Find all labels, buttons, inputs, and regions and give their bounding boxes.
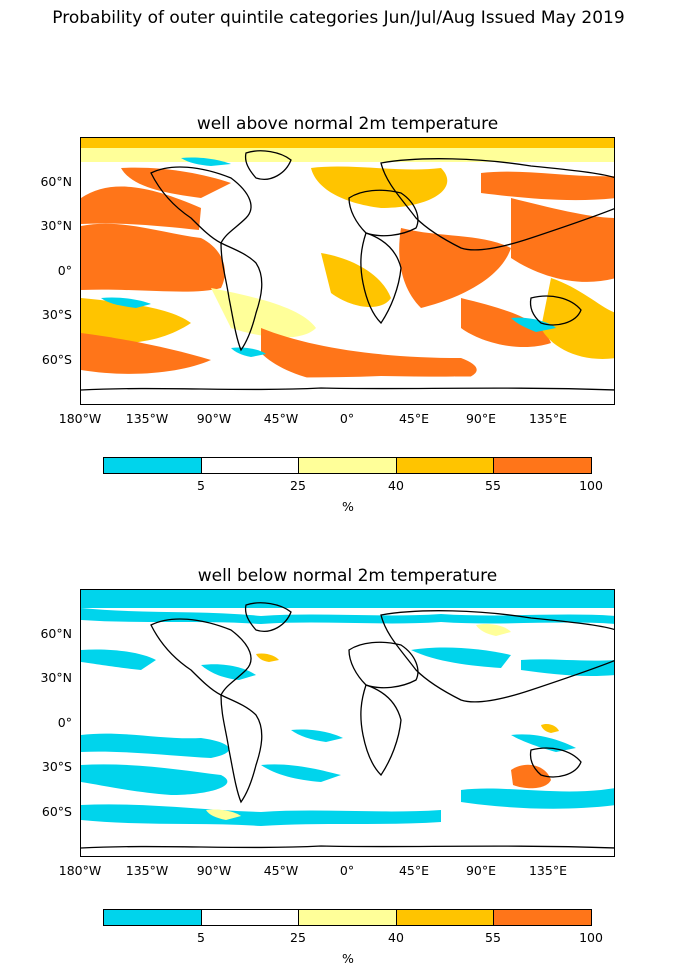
map-above-svg — [81, 138, 614, 404]
lon-label: 0° — [339, 863, 355, 878]
colorbar-tick: 40 — [388, 930, 404, 945]
colorbar-tick: 100 — [579, 478, 603, 493]
lat-label: 0° — [57, 263, 72, 278]
colorbar-unit: % — [342, 951, 354, 966]
lat-label: 30°N — [40, 218, 72, 233]
lon-label: 90°E — [465, 411, 497, 426]
colorbar-segment — [396, 910, 495, 925]
lat-label: 0° — [57, 715, 72, 730]
lon-label: 180°W — [58, 411, 102, 426]
lon-label: 45°W — [263, 863, 299, 878]
colorbar-tick: 55 — [485, 930, 501, 945]
lon-label: 135°E — [528, 863, 567, 878]
lon-label: 45°E — [398, 411, 430, 426]
lon-label: 45°E — [398, 863, 430, 878]
colorbar-tick: 5 — [197, 478, 205, 493]
colorbar-segment — [494, 910, 591, 925]
lon-label: 135°E — [528, 411, 567, 426]
lat-label: 30°S — [41, 759, 72, 774]
colorbar-segment — [201, 910, 300, 925]
lon-label: 0° — [339, 411, 355, 426]
colorbar-above — [103, 457, 592, 474]
lat-label: 60°N — [40, 174, 72, 189]
lon-label: 135°W — [125, 863, 169, 878]
colorbar-tick: 25 — [290, 478, 306, 493]
lon-label: 180°W — [58, 863, 102, 878]
figure-title: Probability of outer quintile categories… — [52, 8, 625, 28]
lat-label: 30°N — [40, 670, 72, 685]
colorbar-segment — [396, 458, 495, 473]
lon-label: 90°W — [196, 411, 232, 426]
map-above-normal — [80, 137, 615, 405]
lat-label: 30°S — [41, 307, 72, 322]
colorbar-tick: 5 — [197, 930, 205, 945]
panel-title-above: well above normal 2m temperature — [196, 114, 499, 134]
map-below-svg — [81, 590, 614, 856]
colorbar-segment — [494, 458, 591, 473]
colorbar-segment — [201, 458, 300, 473]
colorbar-segment — [299, 910, 397, 925]
colorbar-segment — [299, 458, 397, 473]
colorbar-tick: 55 — [485, 478, 501, 493]
colorbar-tick: 25 — [290, 930, 306, 945]
colorbar-segment — [104, 458, 202, 473]
lat-label: 60°S — [41, 804, 72, 819]
lat-label: 60°N — [40, 626, 72, 641]
colorbar-segment — [104, 910, 202, 925]
map-below-normal — [80, 589, 615, 857]
lon-label: 45°W — [263, 411, 299, 426]
colorbar-tick: 40 — [388, 478, 404, 493]
colorbar-tick: 100 — [579, 930, 603, 945]
lon-label: 90°W — [196, 863, 232, 878]
lon-label: 90°E — [465, 863, 497, 878]
panel-title-below: well below normal 2m temperature — [197, 566, 498, 586]
lon-label: 135°W — [125, 411, 169, 426]
colorbar-unit: % — [342, 499, 354, 514]
colorbar-below — [103, 909, 592, 926]
lat-label: 60°S — [41, 352, 72, 367]
